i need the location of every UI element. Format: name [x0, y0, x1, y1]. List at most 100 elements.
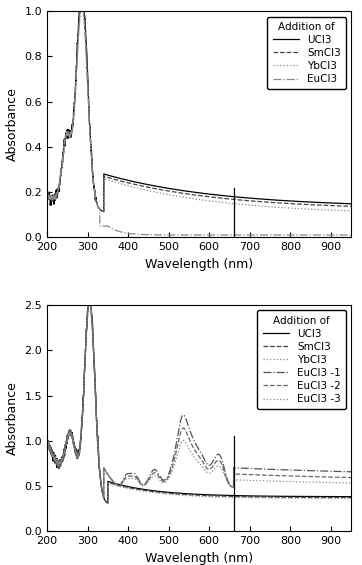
Line: EuCl3 -1: EuCl3 -1 — [47, 305, 351, 498]
SmCl3 — [311, 201, 315, 208]
SmCl3 — [343, 203, 348, 210]
UCl3 — [175, 186, 179, 193]
Line: YbCl3: YbCl3 — [47, 11, 351, 214]
EuCl3 — [98, 223, 102, 229]
EuCl3 -2 — [343, 474, 348, 481]
EuCl3 -2 — [162, 478, 166, 485]
EuCl3 -1 — [162, 477, 166, 484]
EuCl3 -1 — [45, 474, 49, 481]
EuCl3 -3 — [80, 422, 84, 429]
UCl3 — [45, 473, 49, 480]
SmCl3 — [343, 494, 348, 501]
Line: EuCl3 -3: EuCl3 -3 — [47, 305, 351, 498]
Line: UCl3: UCl3 — [47, 305, 351, 503]
UCl3 — [343, 493, 348, 500]
EuCl3 -2 — [45, 473, 49, 480]
Y-axis label: Absorbance: Absorbance — [6, 88, 19, 161]
EuCl3 — [78, 8, 83, 15]
YbCl3 — [175, 492, 179, 498]
UCl3 — [86, 302, 90, 308]
X-axis label: Wavelength (nm): Wavelength (nm) — [145, 551, 253, 564]
UCl3 — [106, 499, 110, 506]
SmCl3 — [311, 494, 315, 501]
EuCl3 -2 — [175, 445, 179, 451]
YbCl3 — [175, 193, 179, 199]
EuCl3 -3 — [162, 479, 166, 486]
UCl3 — [343, 200, 348, 207]
YbCl3 — [162, 490, 166, 497]
EuCl3 — [45, 210, 49, 216]
SmCl3 — [106, 499, 110, 506]
Line: EuCl3 -2: EuCl3 -2 — [47, 305, 351, 498]
YbCl3 — [343, 495, 348, 502]
YbCl3 — [343, 207, 348, 214]
SmCl3 — [77, 8, 82, 15]
EuCl3 -2 — [86, 302, 90, 308]
YbCl3 — [349, 495, 353, 502]
EuCl3 -1 — [311, 467, 315, 474]
Line: UCl3: UCl3 — [47, 11, 351, 213]
SmCl3 — [98, 469, 102, 476]
EuCl3 -3 — [102, 494, 106, 501]
EuCl3 -3 — [45, 474, 49, 481]
EuCl3 -3 — [311, 479, 315, 485]
EuCl3 -1 — [175, 436, 179, 442]
Line: EuCl3: EuCl3 — [47, 11, 351, 235]
EuCl3 -3 — [175, 453, 179, 459]
EuCl3 -2 — [80, 422, 84, 429]
EuCl3 -1 — [86, 302, 90, 308]
UCl3 — [80, 421, 84, 428]
UCl3 — [349, 201, 353, 207]
EuCl3 -1 — [343, 468, 348, 475]
Line: YbCl3: YbCl3 — [47, 305, 351, 503]
Legend: UCl3, SmCl3, YbCl3, EuCl3 -1, EuCl3 -2, EuCl3 -3: UCl3, SmCl3, YbCl3, EuCl3 -1, EuCl3 -2, … — [257, 310, 346, 410]
EuCl3 — [310, 232, 315, 238]
EuCl3 — [161, 232, 166, 238]
UCl3 — [98, 206, 102, 213]
UCl3 — [98, 470, 102, 476]
YbCl3 — [45, 211, 49, 218]
EuCl3 -3 — [349, 480, 353, 486]
EuCl3 -3 — [98, 470, 102, 476]
SmCl3 — [80, 423, 84, 429]
YbCl3 — [161, 190, 166, 197]
SmCl3 — [175, 189, 179, 196]
UCl3 — [349, 493, 353, 500]
EuCl3 — [175, 232, 179, 238]
SmCl3 — [349, 494, 353, 501]
EuCl3 -1 — [102, 494, 106, 501]
SmCl3 — [175, 490, 179, 497]
UCl3 — [45, 210, 49, 216]
SmCl3 — [162, 489, 166, 496]
YbCl3 — [349, 207, 353, 214]
X-axis label: Wavelength (nm): Wavelength (nm) — [145, 258, 253, 271]
YbCl3 — [311, 495, 315, 502]
UCl3 — [175, 490, 179, 497]
Legend: UCl3, SmCl3, YbCl3, EuCl3: UCl3, SmCl3, YbCl3, EuCl3 — [268, 16, 346, 89]
YbCl3 — [45, 474, 49, 481]
YbCl3 — [87, 302, 91, 308]
EuCl3 — [80, 8, 84, 15]
Y-axis label: Absorbance: Absorbance — [6, 381, 19, 455]
UCl3 — [311, 493, 315, 500]
SmCl3 — [102, 208, 106, 215]
EuCl3 -2 — [98, 471, 102, 477]
UCl3 — [80, 8, 84, 15]
UCl3 — [162, 489, 166, 496]
UCl3 — [161, 184, 166, 191]
EuCl3 -1 — [349, 468, 353, 475]
UCl3 — [77, 8, 81, 15]
Line: SmCl3: SmCl3 — [47, 305, 351, 503]
EuCl3 -2 — [349, 474, 353, 481]
YbCl3 — [98, 470, 102, 477]
YbCl3 — [106, 499, 110, 506]
SmCl3 — [45, 208, 49, 215]
EuCl3 — [349, 232, 353, 238]
EuCl3 -2 — [311, 473, 315, 480]
EuCl3 -1 — [80, 423, 84, 429]
UCl3 — [310, 199, 315, 206]
YbCl3 — [80, 8, 84, 15]
SmCl3 — [98, 206, 102, 213]
EuCl3 — [343, 232, 348, 238]
Line: SmCl3: SmCl3 — [47, 11, 351, 212]
